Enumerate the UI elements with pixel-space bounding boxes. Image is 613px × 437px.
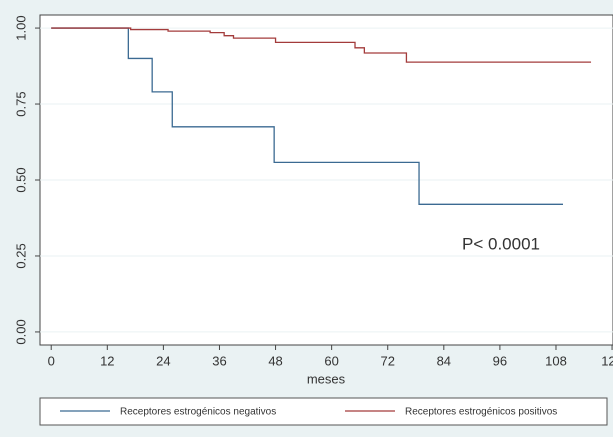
x-tick-label: 84: [437, 353, 451, 368]
x-tick-label: 108: [545, 353, 567, 368]
legend-label: Receptores estrogénicos positivos: [405, 407, 557, 418]
legend: Receptores estrogénicos negativos Recepto…: [60, 407, 557, 418]
x-axis-label: meses: [307, 371, 346, 386]
y-tick-label: 0.75: [13, 91, 28, 116]
y-tick-label: 0.00: [13, 319, 28, 344]
x-tick-label: 48: [268, 353, 282, 368]
legend-box: [39, 397, 608, 426]
x-tick-label: 12: [100, 353, 114, 368]
x-tick-label: 24: [156, 353, 170, 368]
x-tick-label: 72: [380, 353, 394, 368]
y-tick-label: 0.50: [13, 167, 28, 192]
x-tick-label: 0: [48, 353, 55, 368]
survival-line: [51, 27, 563, 205]
x-tick-label: 120: [601, 353, 613, 368]
annotation: P< 0.0001: [462, 234, 540, 253]
x-tick-label: 36: [212, 353, 226, 368]
x-tick-label: 60: [324, 353, 338, 368]
legend-label: Receptores estrogénicos negativos: [120, 407, 276, 418]
y-tick-label: 1.00: [13, 15, 28, 40]
y-tick-label: 0.25: [13, 243, 28, 268]
survival-line: [51, 27, 592, 63]
x-tick-label: 96: [493, 353, 507, 368]
